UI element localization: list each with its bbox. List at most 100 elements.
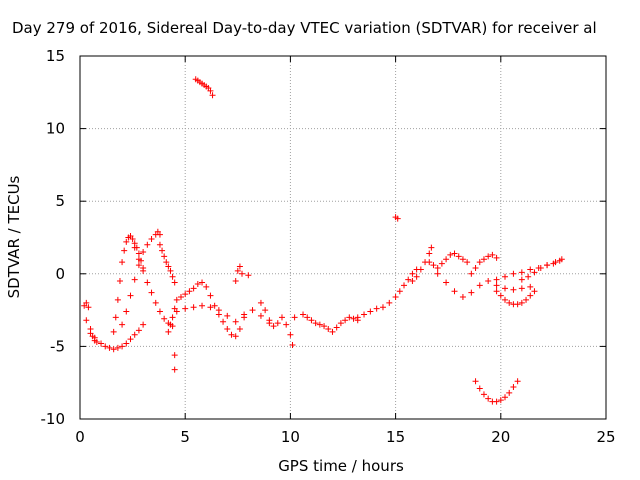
- data-point: [485, 253, 492, 260]
- data-point: [316, 321, 323, 328]
- x-tick-label: 15: [386, 428, 405, 446]
- data-point: [396, 288, 403, 295]
- y-tick-label: -5: [50, 337, 65, 355]
- data-point: [203, 283, 210, 290]
- data-point: [337, 320, 344, 327]
- data-point: [123, 340, 130, 347]
- data-point: [537, 264, 544, 271]
- data-point: [161, 315, 168, 322]
- series-lower-17-19: [434, 270, 483, 301]
- data-point: [497, 397, 504, 404]
- data-point: [161, 253, 168, 260]
- data-point: [283, 321, 290, 328]
- data-point: [493, 254, 500, 261]
- data-point: [135, 327, 142, 334]
- data-point: [232, 318, 239, 325]
- data-point: [257, 299, 264, 306]
- y-tick-label: 0: [55, 265, 65, 283]
- data-point: [485, 395, 492, 402]
- data-point: [321, 323, 328, 330]
- data-point: [518, 276, 525, 283]
- data-point: [497, 292, 504, 299]
- data-point: [361, 311, 368, 318]
- chart-title: Day 279 of 2016, Sidereal Day-to-day VTE…: [12, 19, 597, 37]
- data-point: [350, 315, 357, 322]
- data-point: [333, 324, 340, 331]
- data-point: [527, 292, 534, 299]
- data-point: [83, 317, 90, 324]
- data-point: [401, 282, 408, 289]
- series-fall-1: [131, 244, 176, 330]
- data-point: [274, 320, 281, 327]
- data-point: [83, 299, 90, 306]
- data-point: [451, 250, 458, 257]
- data-point: [220, 318, 227, 325]
- series-bottom-arc: [472, 378, 521, 405]
- series-upper-21-23: [518, 257, 563, 283]
- series-rise-16-17: [409, 244, 435, 285]
- data-point: [232, 333, 239, 340]
- data-point: [224, 325, 231, 332]
- data-point: [144, 279, 151, 286]
- data-point: [93, 339, 100, 346]
- data-point: [209, 92, 216, 99]
- data-point: [550, 260, 557, 267]
- y-tick-label: 10: [46, 120, 65, 138]
- data-point: [510, 286, 517, 293]
- data-point: [434, 270, 441, 277]
- plot-frame: [79, 55, 607, 420]
- data-point: [112, 314, 119, 321]
- data-point: [426, 259, 433, 266]
- data-point: [173, 308, 180, 315]
- data-point: [531, 269, 538, 276]
- data-point: [144, 241, 151, 248]
- data-point: [236, 263, 243, 270]
- data-point: [472, 378, 479, 385]
- data-point: [232, 278, 239, 285]
- data-point: [304, 314, 311, 321]
- data-point: [325, 325, 332, 332]
- data-point: [510, 384, 517, 391]
- data-point: [169, 273, 176, 280]
- data-point: [476, 259, 483, 266]
- x-tick-label: 5: [180, 428, 190, 446]
- data-point: [409, 270, 416, 277]
- data-point: [123, 308, 130, 315]
- data-point: [291, 314, 298, 321]
- data-point: [287, 331, 294, 338]
- data-point: [312, 320, 319, 327]
- data-point: [190, 304, 197, 311]
- series-trace-19-23: [485, 256, 565, 285]
- data-point: [211, 302, 218, 309]
- series-peak-7.5: [232, 263, 252, 285]
- data-point: [171, 352, 178, 359]
- data-point: [409, 278, 416, 285]
- data-point: [245, 272, 252, 279]
- data-point: [518, 269, 525, 276]
- data-point: [110, 328, 117, 335]
- series-cluster-start: [81, 299, 100, 346]
- series-trace-11-13: [300, 311, 361, 335]
- grid-lines: [80, 56, 606, 419]
- data-point: [308, 317, 315, 324]
- data-point: [98, 340, 105, 347]
- data-point: [480, 256, 487, 263]
- data-point: [102, 343, 109, 350]
- data-point: [464, 259, 471, 266]
- data-point: [485, 278, 492, 285]
- series-lower-arc: [493, 288, 538, 308]
- data-point: [451, 288, 458, 295]
- data-point: [502, 394, 509, 401]
- data-point: [156, 308, 163, 315]
- data-point: [443, 279, 450, 286]
- data-point: [506, 299, 513, 306]
- data-point: [140, 267, 147, 274]
- data-point: [472, 264, 479, 271]
- data-point: [177, 294, 184, 301]
- data-point: [123, 238, 130, 245]
- data-point: [159, 247, 166, 254]
- data-point: [417, 266, 424, 273]
- data-point: [152, 299, 159, 306]
- data-point: [502, 285, 509, 292]
